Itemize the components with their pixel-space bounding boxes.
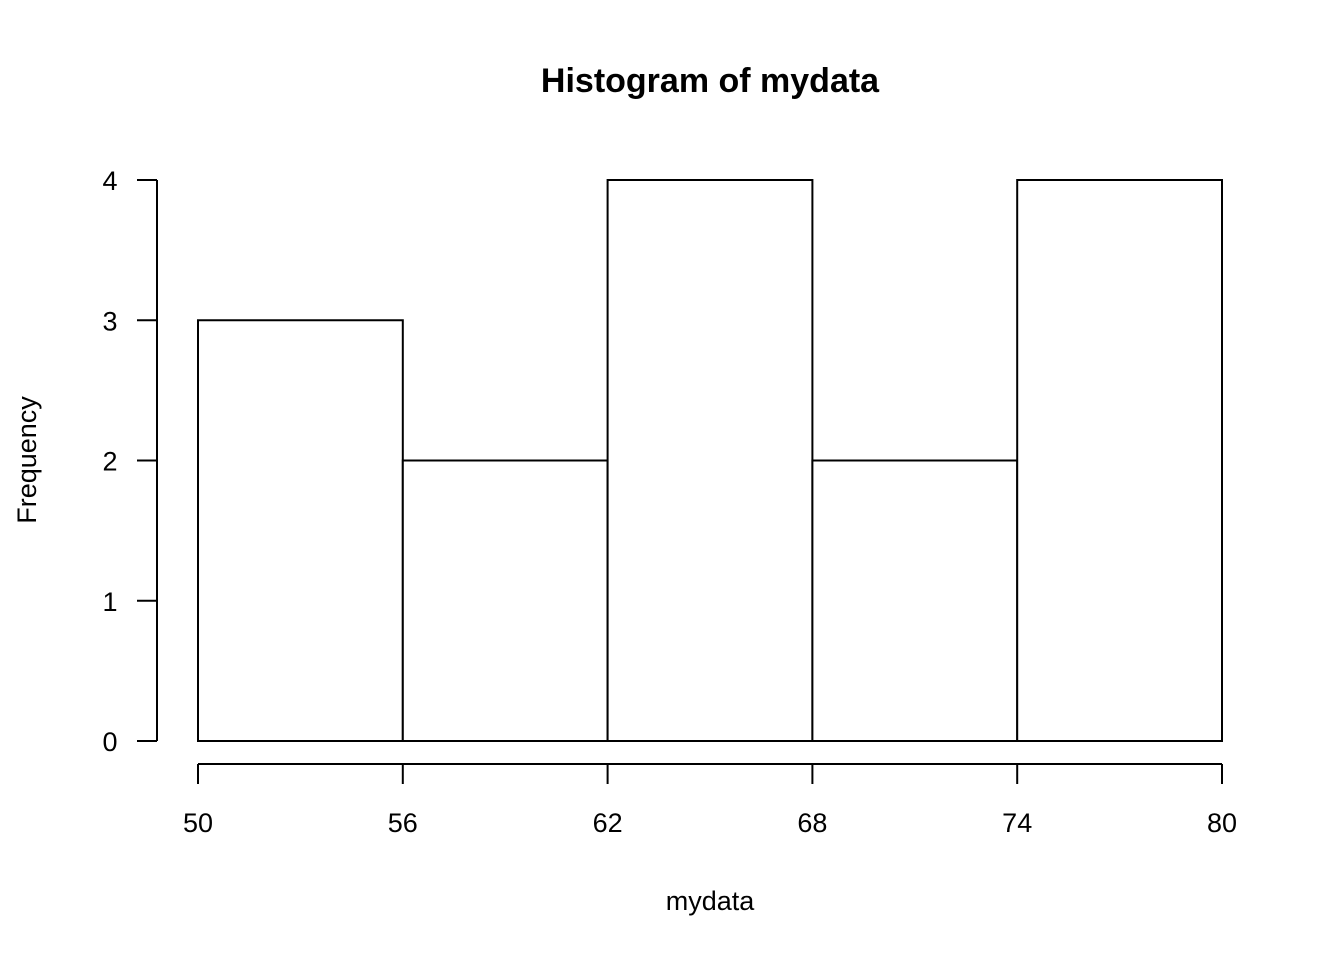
x-axis: 50 56 62 68 74 80 [183, 763, 1237, 838]
y-tick-label-0: 0 [102, 727, 117, 757]
bars-layer [197, 179, 1224, 742]
y-axis: 0 1 2 3 4 [102, 166, 158, 757]
x-axis-label: mydata [666, 886, 756, 916]
histogram-bar-4 [1016, 179, 1224, 742]
histogram-bar-0 [197, 319, 404, 742]
histogram-bar-3 [811, 459, 1019, 742]
x-tick-label-0: 50 [183, 808, 213, 838]
chart-title: Histogram of mydata [541, 62, 880, 100]
x-tick-label-3: 68 [797, 808, 827, 838]
x-tick-label-5: 80 [1207, 808, 1237, 838]
x-tick-label-4: 74 [1002, 808, 1032, 838]
histogram-bar-1 [401, 459, 609, 742]
x-tick-label-1: 56 [388, 808, 418, 838]
y-tick-label-2: 2 [102, 447, 117, 477]
y-tick-label-3: 3 [102, 306, 117, 336]
y-axis-label: Frequency [12, 396, 42, 524]
y-tick-label-4: 4 [102, 166, 117, 196]
y-tick-label-1: 1 [102, 587, 117, 617]
histogram-bar-2 [606, 179, 814, 742]
x-tick-label-2: 62 [593, 808, 623, 838]
